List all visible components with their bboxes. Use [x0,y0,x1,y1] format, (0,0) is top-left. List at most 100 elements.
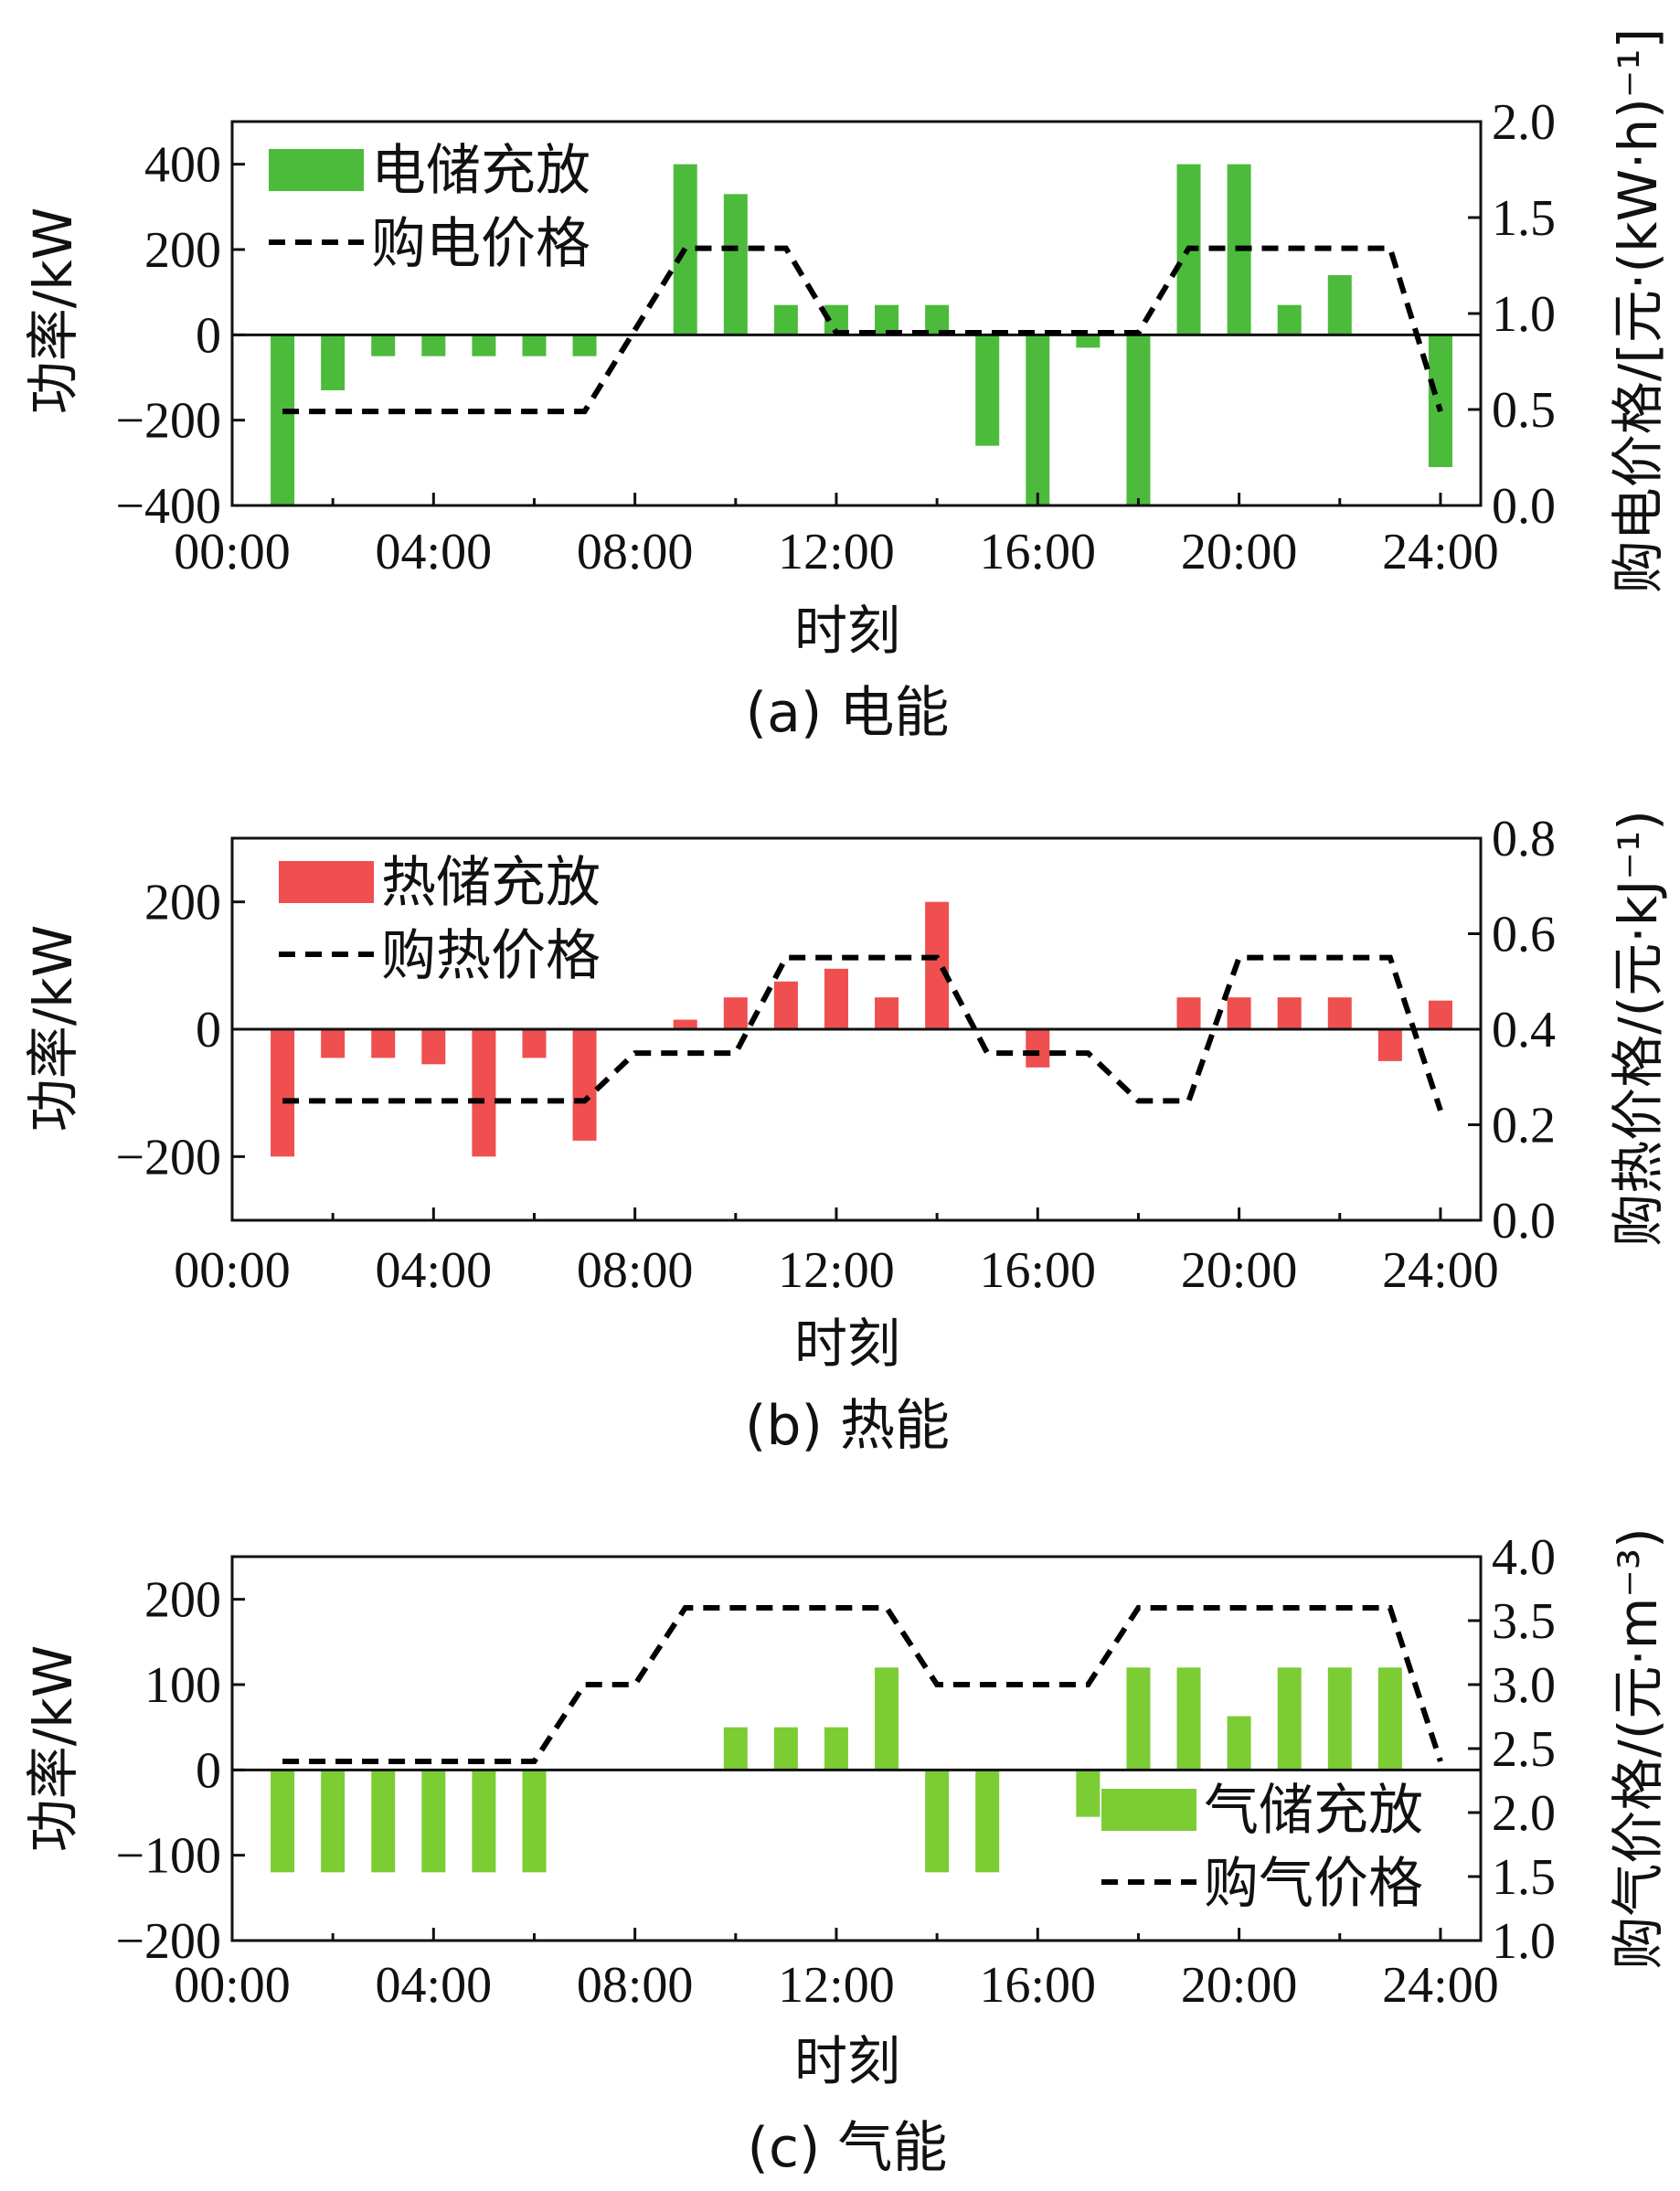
y-tick-label: −400 [115,478,221,535]
bar [421,335,446,356]
bar [271,335,295,505]
x-tick-label: 08:00 [577,1957,694,2014]
legend-label-line: 购热价格 [381,924,601,988]
legend-label-line: 购电价格 [371,212,590,276]
x-tick-label: 24:00 [1382,1242,1499,1299]
bar [1176,997,1201,1029]
bar [1277,1667,1302,1771]
y-tick-label: 200 [144,222,221,279]
y2-tick-label: 0.2 [1492,1098,1556,1154]
y2-tick-label: 1.5 [1492,190,1556,247]
bar [723,1727,748,1771]
y2-axis-label: 购气价格/(元·m⁻³) [1607,1527,1669,1970]
bar [875,997,899,1029]
y2-tick-label: 0.6 [1492,907,1556,963]
bar [773,981,798,1029]
bar [723,194,748,335]
y2-tick-label: 1.0 [1492,286,1556,343]
bar [773,1727,798,1771]
legend-label-bar: 电储充放 [371,139,590,203]
chart-panel-3: −200 −100 0 100 200 1.0 1.5 2.0 2.5 3.0 3.5 4.0 00:0… [22,1527,1669,2180]
y-axis-label: 功率/kW [22,925,84,1132]
y2-tick-label: 2.5 [1492,1721,1556,1778]
x-tick-label: 12:00 [778,1242,895,1299]
bar [975,335,1000,446]
y-axis-label: 功率/kW [22,207,84,414]
bar [1327,275,1352,335]
bar [522,1770,547,1873]
x-tick-label: 20:00 [1181,1957,1298,2014]
x-axis-label: 时刻 [794,600,900,662]
y2-tick-label: 1.5 [1492,1849,1556,1906]
bar [1428,335,1452,467]
legend-label-bar: 气储充放 [1204,1779,1423,1843]
bar [1076,1770,1101,1817]
x-axis-label: 时刻 [794,1313,900,1375]
bar [875,1667,899,1771]
x-tick-label: 12:00 [778,1957,895,2014]
y-tick-label: 100 [144,1657,221,1714]
bar [673,1019,697,1029]
bar [421,1029,446,1065]
x-tick-label: 12:00 [778,524,895,580]
bar [271,1770,295,1873]
y2-tick-label: 3.0 [1492,1657,1556,1714]
bar [1227,1716,1251,1771]
legend-label-bar: 热储充放 [381,851,601,915]
chart-panel-1: −400 −200 0 200 400 0.0 0.5 1.0 1.5 2.0 00:00 04:00… [22,28,1669,745]
y-axis-label: 功率/kW [22,1645,84,1852]
y2-tick-label: 0.4 [1492,1002,1556,1058]
chart-panel-2: −200 0 200 0.0 0.2 0.4 0.6 0.8 00:00 04:00 08:00 12… [22,810,1669,1458]
x-tick-label: 08:00 [577,1242,694,1299]
legend-swatch-bar [1101,1789,1196,1831]
bar [1126,335,1151,505]
legend-swatch-bar [269,149,364,191]
bar [773,304,798,335]
x-tick-label: 20:00 [1181,1242,1298,1299]
y2-tick-label: 2.0 [1492,1785,1556,1842]
y2-tick-label: 2.0 [1492,94,1556,151]
x-tick-label: 04:00 [376,1242,493,1299]
legend-label-line: 购气价格 [1204,1852,1423,1916]
y-tick-label: 200 [144,1572,221,1629]
price-line [282,245,1443,415]
y2-tick-label: 0.0 [1492,478,1556,535]
bar [572,335,597,356]
y-tick-label: −200 [115,1129,221,1186]
y2-axis-label: 购热价格/(元·kJ⁻¹) [1607,810,1669,1247]
bar [925,901,950,1029]
bar [1026,1029,1050,1068]
y-tick-label: 0 [196,307,221,364]
x-tick-label: 24:00 [1382,524,1499,580]
bar [472,1770,496,1873]
bar [1026,335,1050,505]
y-tick-label: 0 [196,1742,221,1799]
y-tick-label: 200 [144,875,221,931]
bar [522,1029,547,1058]
y2-tick-label: 4.0 [1492,1529,1556,1586]
y2-tick-label: 1.0 [1492,1913,1556,1970]
bar [1428,1000,1452,1029]
x-tick-label: 20:00 [1181,524,1298,580]
panel-caption: (b) 热能 [745,1394,950,1458]
x-tick-label: 08:00 [577,524,694,580]
bar [1277,304,1302,335]
bar [271,1029,295,1157]
bar [572,1029,597,1141]
x-tick-label: 00:00 [174,524,291,580]
bar [371,335,396,356]
x-tick-label: 04:00 [376,1957,493,2014]
bar [1377,1029,1402,1061]
y2-tick-label: 3.5 [1492,1593,1556,1650]
bar [371,1029,396,1058]
x-tick-label: 00:00 [174,1957,291,2014]
x-tick-label: 16:00 [980,1957,1097,2014]
y-tick-label: −200 [115,393,221,450]
bar [1277,997,1302,1029]
y-tick-label: −200 [115,1913,221,1970]
bar [1176,1667,1201,1771]
bar [321,1770,346,1873]
price-line [282,954,1443,1111]
